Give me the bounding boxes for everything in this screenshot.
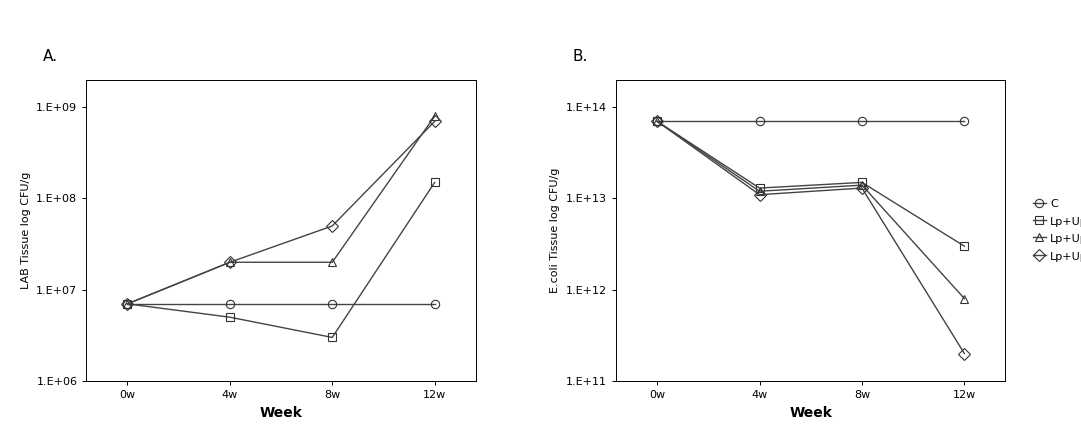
Legend: C, Lp+Ups_0.5%, Lp+Ups_5%, Lp+Ups_10%: C, Lp+Ups_0.5%, Lp+Ups_5%, Lp+Ups_10% [1030,197,1081,264]
X-axis label: Week: Week [789,405,832,420]
Y-axis label: E.coli Tissue log CFU/g: E.coli Tissue log CFU/g [550,167,560,293]
Text: A.: A. [43,49,58,64]
Y-axis label: LAB Tissue log CFU/g: LAB Tissue log CFU/g [21,172,30,289]
X-axis label: Week: Week [259,405,303,420]
Text: B.: B. [573,49,588,64]
